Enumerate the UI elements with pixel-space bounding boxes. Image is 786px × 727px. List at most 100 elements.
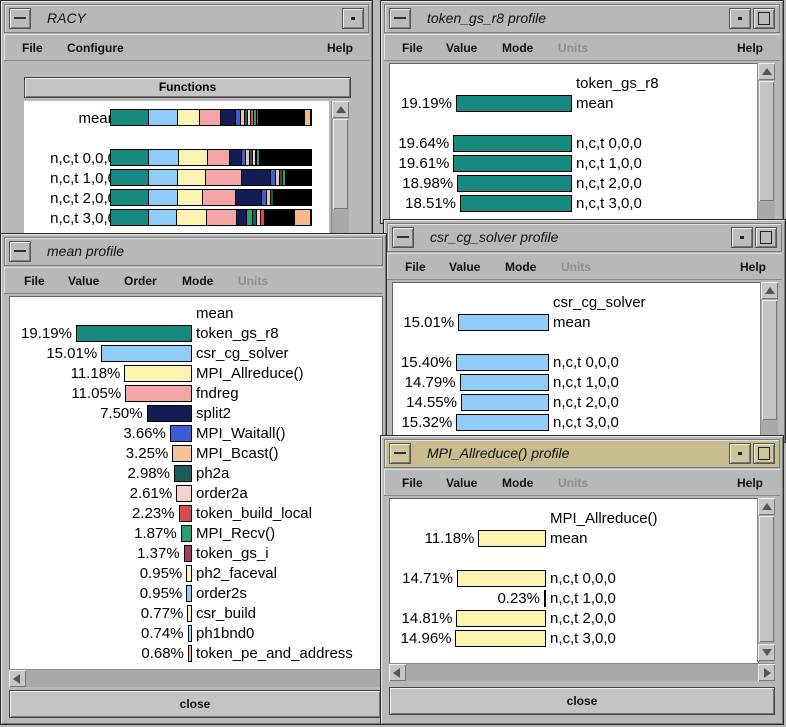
value-bar[interactable] — [453, 135, 572, 152]
bar-segment[interactable] — [257, 110, 260, 125]
function-label[interactable]: MPI_Allreduce() — [196, 365, 304, 382]
bar-segment[interactable] — [286, 170, 311, 185]
stacked-bar[interactable] — [110, 209, 312, 226]
bar-segment[interactable] — [283, 170, 287, 185]
function-label[interactable]: token_gs_i — [196, 545, 269, 562]
bar-segment[interactable] — [274, 190, 311, 205]
csr-vertical-scrollbar[interactable] — [760, 282, 778, 440]
maximize-button[interactable] — [753, 8, 775, 29]
menu-configure[interactable]: Configure — [67, 41, 124, 55]
bar-segment[interactable] — [257, 210, 262, 225]
stacked-bar[interactable] — [110, 169, 312, 186]
bar-segment[interactable] — [252, 150, 256, 165]
bar-segment[interactable] — [246, 210, 253, 225]
menu-help[interactable]: Help — [740, 260, 767, 274]
bar-segment[interactable] — [241, 110, 246, 125]
value-bar[interactable] — [169, 425, 192, 442]
bar-segment[interactable] — [178, 190, 204, 205]
bar-segment[interactable] — [206, 170, 242, 185]
function-label[interactable]: MPI_Waitall() — [196, 425, 286, 442]
bar-segment[interactable] — [111, 110, 149, 125]
bar-segment[interactable] — [254, 110, 258, 125]
value-bar[interactable] — [457, 570, 546, 587]
menu-value[interactable]: Value — [446, 476, 478, 490]
menu-order[interactable]: Order — [124, 274, 157, 288]
racy-titlebar[interactable]: RACY — [4, 4, 369, 33]
mean-titlebar[interactable]: mean profile — [4, 237, 383, 266]
menu-file[interactable]: File — [22, 41, 43, 55]
bar-segment[interactable] — [236, 210, 247, 225]
window-menu-button[interactable] — [9, 8, 31, 29]
bar-segment[interactable] — [148, 150, 180, 165]
value-bar[interactable] — [455, 95, 572, 112]
value-bar[interactable] — [187, 645, 192, 662]
stacked-bar[interactable] — [110, 109, 312, 126]
value-bar[interactable] — [186, 565, 192, 582]
scroll-up-arrow-icon[interactable] — [761, 282, 778, 299]
function-label[interactable]: token_build_local — [196, 505, 312, 522]
scroll-right-arrow-icon[interactable] — [758, 664, 775, 681]
window-menu-button[interactable] — [392, 227, 414, 248]
value-bar[interactable] — [125, 385, 192, 402]
function-label[interactable]: token_pe_and_address — [196, 645, 353, 662]
value-bar[interactable] — [456, 610, 546, 627]
function-label[interactable]: fndreg — [196, 385, 239, 402]
close-button[interactable]: close — [9, 690, 381, 718]
function-label[interactable]: ph2a — [196, 465, 230, 482]
bar-segment[interactable] — [261, 210, 266, 225]
bar-segment[interactable] — [252, 210, 258, 225]
value-bar[interactable] — [455, 630, 546, 647]
maximize-button[interactable] — [753, 443, 775, 464]
value-bar[interactable] — [460, 394, 549, 411]
maximize-button[interactable] — [755, 227, 777, 248]
value-bar[interactable] — [176, 485, 192, 502]
bar-segment[interactable] — [257, 150, 261, 165]
menu-value[interactable]: Value — [449, 260, 481, 274]
bar-segment[interactable] — [148, 190, 179, 205]
menu-help[interactable]: Help — [327, 41, 354, 55]
window-menu-button[interactable] — [9, 241, 31, 262]
bar-segment[interactable] — [221, 110, 237, 125]
function-label[interactable]: token_gs_r8 — [196, 325, 279, 342]
value-bar[interactable] — [453, 155, 572, 172]
bar-segment[interactable] — [111, 170, 149, 185]
value-bar[interactable] — [75, 325, 192, 342]
bar-segment[interactable] — [111, 150, 149, 165]
value-bar[interactable] — [146, 405, 192, 422]
minimize-button[interactable] — [729, 8, 751, 29]
value-bar[interactable] — [544, 590, 546, 607]
menu-value[interactable]: Value — [446, 41, 478, 55]
menu-mode[interactable]: Mode — [182, 274, 214, 288]
bar-segment[interactable] — [265, 210, 296, 225]
scroll-up-arrow-icon[interactable] — [332, 101, 349, 118]
bar-segment[interactable] — [179, 150, 208, 165]
bar-segment[interactable] — [255, 150, 258, 165]
mpi-horizontal-scrollbar[interactable] — [389, 663, 775, 681]
function-label[interactable]: MPI_Bcast() — [196, 445, 279, 462]
value-bar[interactable] — [456, 414, 549, 431]
bar-segment[interactable] — [235, 190, 263, 205]
bar-segment[interactable] — [177, 210, 207, 225]
bar-segment[interactable] — [177, 110, 200, 125]
scroll-left-arrow-icon[interactable] — [389, 664, 406, 681]
value-bar[interactable] — [180, 525, 192, 542]
bar-segment[interactable] — [249, 150, 253, 165]
token-vertical-scrollbar[interactable] — [757, 63, 775, 221]
bar-segment[interactable] — [295, 210, 311, 225]
bar-segment[interactable] — [271, 170, 277, 185]
menu-value[interactable]: Value — [68, 274, 100, 288]
value-bar[interactable] — [183, 545, 192, 562]
menu-file[interactable]: File — [405, 260, 426, 274]
bar-segment[interactable] — [267, 190, 272, 205]
bar-segment[interactable] — [280, 170, 284, 185]
bar-segment[interactable] — [271, 190, 275, 205]
racy-vertical-scrollbar[interactable] — [331, 101, 349, 233]
value-bar[interactable] — [124, 365, 192, 382]
bar-segment[interactable] — [248, 110, 252, 125]
minimize-button[interactable] — [731, 227, 753, 248]
bar-segment[interactable] — [111, 210, 149, 225]
value-bar[interactable] — [457, 175, 572, 192]
value-bar[interactable] — [178, 505, 192, 522]
function-label[interactable]: ph2_faceval — [196, 565, 277, 582]
function-label[interactable]: MPI_Recv() — [196, 525, 276, 542]
